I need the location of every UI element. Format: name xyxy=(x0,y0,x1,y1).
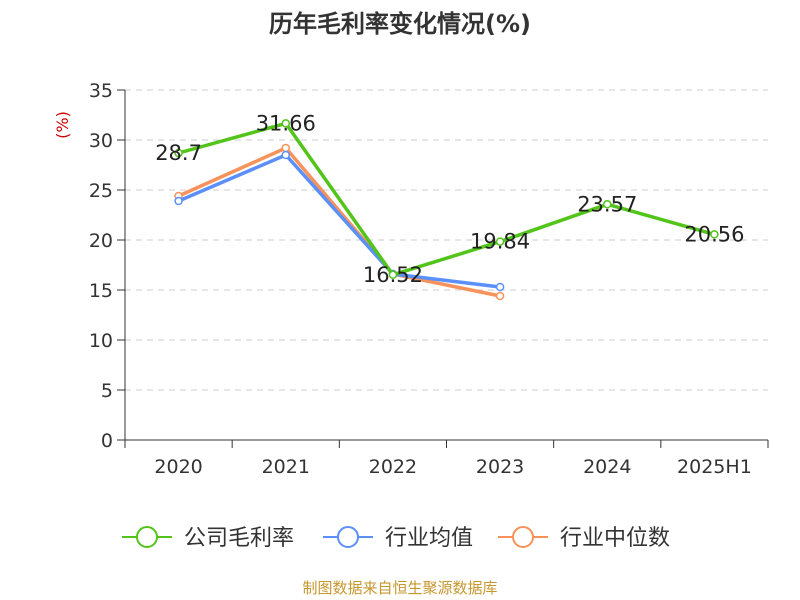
legend-marker xyxy=(512,526,534,548)
y-axis-unit: (%) xyxy=(53,111,72,139)
legend-marker xyxy=(136,526,158,548)
legend-label: 公司毛利率 xyxy=(184,526,294,551)
series-line-2 xyxy=(176,146,502,298)
data-point xyxy=(388,270,398,280)
legend: 公司毛利率 行业均值 行业中位数 xyxy=(122,526,670,551)
x-tick-label: 2024 xyxy=(583,456,631,478)
data-label: 23.57 xyxy=(577,192,637,216)
data-label: 19.84 xyxy=(470,230,530,254)
y-tick-label: 20 xyxy=(89,230,113,252)
data-point xyxy=(495,237,505,246)
legend-item-0: 公司毛利率 xyxy=(122,526,294,551)
source-note: 制图数据来自恒生聚源数据库 xyxy=(302,579,497,597)
gridlines xyxy=(125,89,768,391)
data-label: 16.52 xyxy=(363,263,423,287)
x-tick-label: 2021 xyxy=(262,456,310,478)
data-point xyxy=(495,291,505,301)
legend-item-1: 行业均值 xyxy=(323,526,473,551)
data-labels: 28.7 31.66 16.52 19.84 23.57 20.56 xyxy=(155,111,744,286)
series-lines xyxy=(174,119,719,301)
y-tick-label: 30 xyxy=(89,130,113,152)
legend-label: 行业中位数 xyxy=(560,526,670,551)
y-tick-label: 15 xyxy=(89,280,113,302)
legend-marker xyxy=(337,526,359,548)
series-line-1 xyxy=(176,153,502,289)
x-tick-label: 2023 xyxy=(476,456,524,478)
data-point xyxy=(174,148,183,158)
y-tick-label: 5 xyxy=(101,380,113,402)
axes: 0 5 10 15 20 25 30 35 2020 2021 2022 2023 2024 2025H1 xyxy=(89,80,769,478)
data-point xyxy=(281,143,290,153)
data-label: 20.56 xyxy=(684,222,744,246)
chart-title: 历年毛利率变化情况(%) xyxy=(269,10,531,38)
x-tick-label: 2020 xyxy=(154,456,202,478)
data-point xyxy=(281,150,290,160)
y-tick-label: 35 xyxy=(89,80,113,102)
data-point xyxy=(281,119,290,128)
data-label: 28.7 xyxy=(155,141,202,165)
series-line-0 xyxy=(176,121,717,277)
y-tick-label: 0 xyxy=(101,430,113,452)
x-tick-label: 2022 xyxy=(369,456,417,478)
data-label: 31.66 xyxy=(256,111,316,135)
y-tick-label: 25 xyxy=(89,180,113,202)
y-tick-label: 10 xyxy=(89,330,113,352)
legend-item-2: 行业中位数 xyxy=(498,526,670,551)
data-point xyxy=(495,282,505,292)
legend-label: 行业均值 xyxy=(385,526,473,551)
x-tick-label: 2025H1 xyxy=(677,456,752,478)
data-point xyxy=(710,230,719,239)
data-point xyxy=(603,200,612,209)
data-point xyxy=(174,196,183,206)
